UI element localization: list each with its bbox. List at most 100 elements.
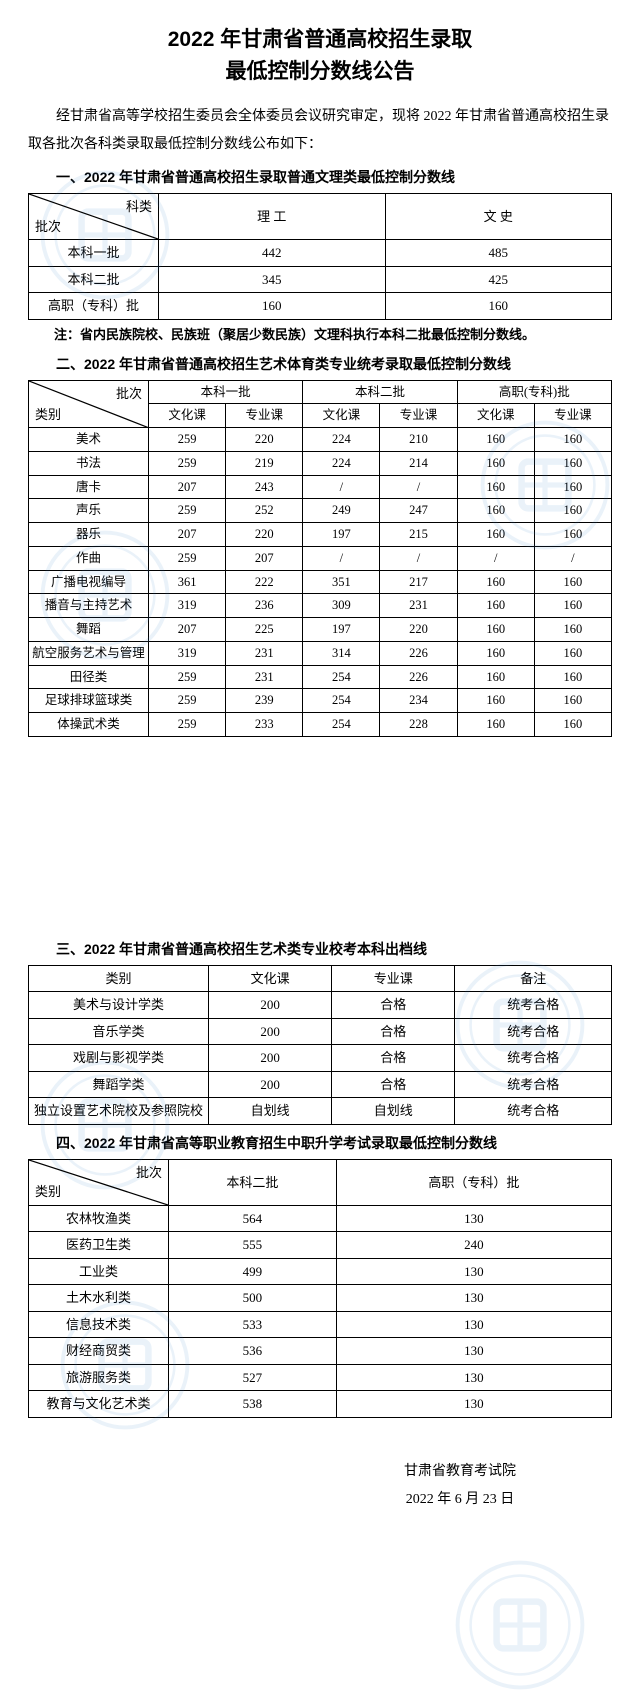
table-row: 体操武术类259233254228160160 [29,713,612,737]
table-row: 独立设置艺术院校及参照院校自划线自划线统考合格 [29,1098,612,1125]
title-line-1: 2022 年甘肃省普通高校招生录取 [28,24,612,56]
cell: 160 [159,293,386,320]
cell: 236 [226,594,303,618]
table-row: 医药卫生类 555 240 [29,1232,612,1259]
cell: 215 [380,523,457,547]
table-1: 科类 批次 理 工 文 史 本科一批 442 485本科二批 345 425高职… [28,193,612,320]
cell: 160 [534,618,611,642]
diag-top: 科类 [126,197,152,217]
cell: 合格 [332,1018,455,1045]
table-row: 舞蹈207225197220160160 [29,618,612,642]
cell: 259 [149,428,226,452]
row-label: 唐卡 [29,475,149,499]
cell: 200 [209,1071,332,1098]
table-row: 教育与文化艺术类 538 130 [29,1391,612,1418]
cell: 319 [149,594,226,618]
col-header: 专业课 [332,965,455,992]
table-row: 作曲259207//// [29,546,612,570]
cell: 254 [303,713,380,737]
cell: 234 [380,689,457,713]
cell: 160 [534,451,611,475]
table-row: 广播电视编导361222351217160160 [29,570,612,594]
cell: 160 [534,594,611,618]
cell: 160 [457,641,534,665]
table-2: 批次 类别 本科一批 本科二批 高职(专科)批 文化课专业课文化课专业课文化课专… [28,380,612,737]
cell: / [534,546,611,570]
cell: 564 [169,1205,337,1232]
cell: 160 [457,618,534,642]
table-row: 土木水利类 500 130 [29,1285,612,1312]
cell: 160 [457,451,534,475]
cell: 自划线 [209,1098,332,1125]
cell: 197 [303,618,380,642]
table-row: 美术259220224210160160 [29,428,612,452]
row-label: 旅游服务类 [29,1364,169,1391]
cell: 222 [226,570,303,594]
cell: 音乐学类 [29,1018,209,1045]
row-label: 广播电视编导 [29,570,149,594]
section-4-heading: 四、2022 年甘肃省高等职业教育招生中职升学考试录取最低控制分数线 [28,1129,612,1157]
diag-bot: 类别 [35,405,61,425]
cell: 160 [534,665,611,689]
row-label: 高职（专科）批 [29,293,159,320]
table-1-corner: 科类 批次 [29,194,159,240]
signature-org: 甘肃省教育考试院 [308,1458,612,1486]
cell: 合格 [332,992,455,1019]
cell: 160 [534,641,611,665]
cell: 207 [226,546,303,570]
table-row: 戏剧与影视学类200合格统考合格 [29,1045,612,1072]
cell: / [303,475,380,499]
cell: 160 [534,523,611,547]
cell: 美术与设计学类 [29,992,209,1019]
cell: 合格 [332,1071,455,1098]
row-label: 播音与主持艺术 [29,594,149,618]
col-header: 类别 [29,965,209,992]
row-label: 土木水利类 [29,1285,169,1312]
cell: 130 [336,1311,611,1338]
cell: 254 [303,665,380,689]
row-label: 信息技术类 [29,1311,169,1338]
cell: 499 [169,1258,337,1285]
table-row: 美术与设计学类200合格统考合格 [29,992,612,1019]
cell: 160 [534,713,611,737]
cell: 合格 [332,1045,455,1072]
cell: 536 [169,1338,337,1365]
table-row: 信息技术类 533 130 [29,1311,612,1338]
cell: 舞蹈学类 [29,1071,209,1098]
cell: 240 [336,1232,611,1259]
row-label: 财经商贸类 [29,1338,169,1365]
cell: 160 [534,428,611,452]
row-label: 田径类 [29,665,149,689]
cell: 527 [169,1364,337,1391]
cell: 160 [457,475,534,499]
cell: 220 [380,618,457,642]
row-label: 作曲 [29,546,149,570]
cell: 254 [303,689,380,713]
col-header: 文化课 [209,965,332,992]
cell: 224 [303,428,380,452]
row-label: 本科二批 [29,266,159,293]
row-label: 书法 [29,451,149,475]
cell: 197 [303,523,380,547]
row-label: 美术 [29,428,149,452]
cell: 252 [226,499,303,523]
cell: 485 [385,240,612,267]
cell: 233 [226,713,303,737]
table-row: 本科一批 442 485 [29,240,612,267]
cell: 259 [149,713,226,737]
cell: 231 [380,594,457,618]
cell: 442 [159,240,386,267]
table-4: 批次 类别 本科二批 高职（专科）批 农林牧渔类 564 130医药卫生类 55… [28,1159,612,1418]
row-label: 教育与文化艺术类 [29,1391,169,1418]
cell: 538 [169,1391,337,1418]
table-row: 唐卡207243//160160 [29,475,612,499]
row-label: 本科一批 [29,240,159,267]
row-label: 农林牧渔类 [29,1205,169,1232]
table-row: 书法259219224214160160 [29,451,612,475]
cell: 425 [385,266,612,293]
cell: 259 [149,546,226,570]
cell: 533 [169,1311,337,1338]
cell: 249 [303,499,380,523]
cell: 160 [457,665,534,689]
document-title: 2022 年甘肃省普通高校招生录取 最低控制分数线公告 [28,24,612,87]
